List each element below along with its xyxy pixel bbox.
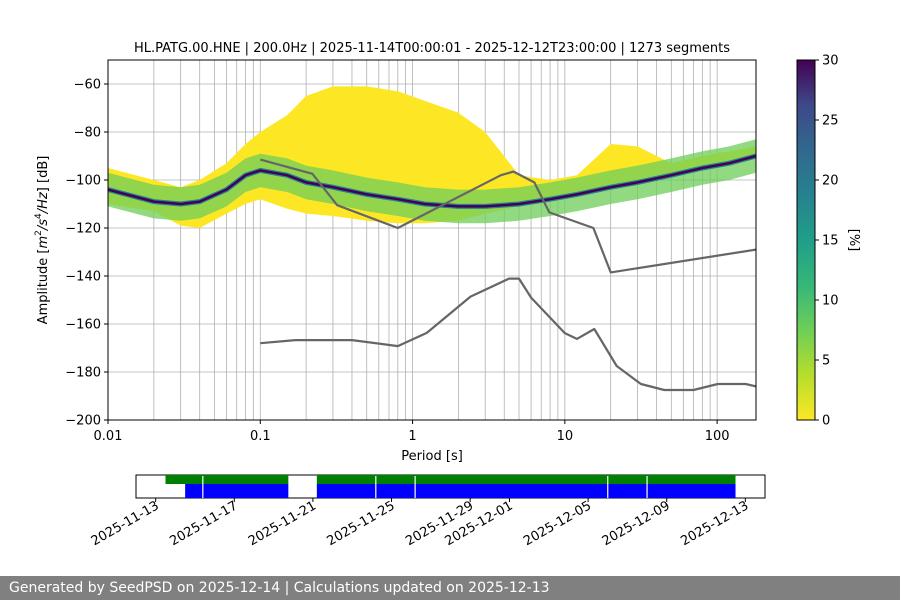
colorbar-tick-label: 15: [822, 234, 839, 249]
x-axis-label: Period [s]: [401, 449, 463, 464]
x-tick-label: 0.01: [94, 429, 123, 444]
psd-availability-bar: [185, 484, 289, 498]
colorbar-tick-label: 20: [822, 174, 839, 189]
psd-core-band: [108, 139, 756, 224]
nlnm-line: [260, 277, 756, 392]
x-tick-label: 10: [557, 429, 574, 444]
footer: Generated by SeedPSD on 2025-12-14 | Cal…: [0, 576, 900, 600]
y-tick-label: −140: [65, 270, 101, 285]
data-availability-bar: [165, 475, 289, 484]
date-tick-label: 2025-11-17: [167, 498, 240, 549]
date-tick-label: 2025-12-13: [678, 498, 751, 549]
x-tick-label: 100: [705, 429, 730, 444]
psd-mode-line: [108, 154, 756, 208]
plot-frame: [107, 59, 757, 421]
date-tick-label: 2025-11-13: [89, 498, 162, 549]
colorbar-tick-label: 5: [822, 354, 830, 369]
y-tick-label: −200: [65, 414, 101, 429]
availability-ticks: 2025-11-13 2025-11-17 2025-11-21 2025-11-25…: [89, 498, 751, 549]
y-tick-label: −120: [65, 222, 101, 237]
figure: HL.PATG.00.HNE | 200.0Hz | 2025-11-14T00…: [34, 41, 861, 549]
x-axis-ticks: 0.01 0.1 1 10 100: [94, 420, 730, 444]
colorbar-tick-label: 0: [822, 414, 830, 429]
y-tick-label: −80: [74, 126, 101, 141]
date-tick-label: 2025-11-25: [325, 498, 398, 549]
date-tick-label: 2025-12-05: [521, 498, 594, 549]
y-tick-label: −160: [65, 318, 101, 333]
colorbar-tick-label: 25: [822, 114, 839, 129]
y-axis-ticks: −60 −80 −100 −120 −140 −160 −180 −200: [65, 78, 108, 429]
x-tick-label: 0.1: [250, 429, 271, 444]
chart-title: HL.PATG.00.HNE | 200.0Hz | 2025-11-14T00…: [134, 41, 730, 56]
date-tick-label: 2025-12-09: [600, 498, 673, 549]
colorbar: [796, 59, 816, 421]
nhnm-line: [260, 158, 756, 274]
data-availability-bar: [316, 475, 736, 484]
colorbar-label: [%]: [846, 229, 861, 252]
y-tick-label: −180: [65, 366, 101, 381]
date-tick-label: 2025-11-21: [246, 498, 319, 549]
noise-models: [260, 158, 756, 392]
availability-bars: [165, 475, 736, 498]
y-tick-label: −100: [65, 174, 101, 189]
colorbar-ticks: 0 5 10 15 20 25 30: [815, 54, 839, 429]
y-tick-label: −60: [74, 78, 101, 93]
colorbar-tick-label: 30: [822, 54, 839, 69]
psd-availability-bar: [316, 484, 736, 498]
y-axis-label: Amplitude [m2/s4/Hz] [dB]: [34, 156, 51, 325]
psd-density: [108, 86, 756, 229]
colorbar-tick-label: 10: [822, 294, 839, 309]
x-tick-label: 1: [408, 429, 416, 444]
